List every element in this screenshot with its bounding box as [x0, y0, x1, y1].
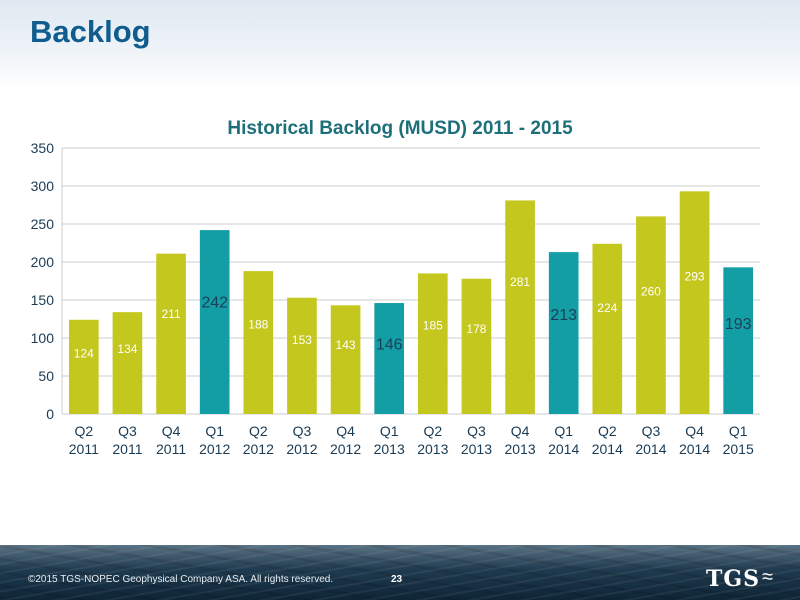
y-tick-label: 50 — [38, 368, 54, 384]
x-tick-label-year: 2011 — [112, 441, 142, 457]
bar — [723, 267, 754, 414]
page-number: 23 — [391, 574, 403, 585]
x-tick-label-year: 2014 — [548, 441, 579, 457]
data-label: 178 — [466, 322, 486, 336]
x-tick-label-year: 2015 — [723, 441, 754, 457]
x-tick-label-year: 2014 — [679, 441, 710, 457]
data-label: 185 — [423, 319, 443, 333]
seismic-wave-icon: ≈ — [762, 565, 774, 588]
x-tick-label-quarter: Q2 — [423, 423, 442, 439]
data-label: 211 — [161, 307, 180, 321]
data-label: 146 — [376, 337, 403, 354]
x-tick-label-quarter: Q4 — [162, 423, 181, 439]
x-tick-label-quarter: Q1 — [380, 423, 399, 439]
x-tick-label-year: 2014 — [592, 441, 623, 457]
y-tick-label: 0 — [46, 406, 54, 422]
data-label: 242 — [201, 294, 228, 311]
data-label: 281 — [510, 275, 530, 289]
x-tick-label-quarter: Q3 — [293, 423, 312, 439]
bar — [156, 253, 186, 414]
data-label: 213 — [550, 307, 577, 324]
x-tick-label-year: 2011 — [156, 441, 186, 457]
bar — [461, 278, 492, 414]
x-tick-label-quarter: Q1 — [205, 423, 224, 439]
x-tick-label-quarter: Q4 — [336, 423, 355, 439]
x-tick-label-quarter: Q3 — [467, 423, 486, 439]
bar — [243, 271, 274, 414]
x-tick-label-year: 2012 — [330, 441, 361, 457]
page-title: Backlog — [30, 14, 151, 49]
bar — [68, 319, 99, 414]
x-tick-label-quarter: Q3 — [118, 423, 137, 439]
x-tick-label-year: 2012 — [243, 441, 274, 457]
x-tick-label-quarter: Q2 — [598, 423, 617, 439]
x-tick-label-year: 2011 — [69, 441, 99, 457]
y-tick-label: 350 — [31, 140, 55, 156]
x-tick-label-year: 2013 — [504, 441, 535, 457]
footer-band — [0, 545, 800, 600]
bar — [548, 252, 579, 414]
x-tick-label-year: 2012 — [199, 441, 230, 457]
chart-title: Historical Backlog (MUSD) 2011 - 2015 — [227, 118, 573, 139]
data-label: 188 — [248, 317, 268, 331]
data-label: 134 — [117, 342, 137, 356]
bar — [505, 200, 535, 414]
data-label: 260 — [641, 284, 661, 298]
data-label: 153 — [292, 333, 312, 347]
data-label: 124 — [74, 346, 94, 360]
x-tick-label-year: 2013 — [461, 441, 492, 457]
x-tick-label-quarter: Q3 — [642, 423, 661, 439]
bar — [287, 297, 317, 414]
data-label: 193 — [725, 316, 752, 333]
y-tick-label: 200 — [31, 254, 55, 270]
y-tick-label: 250 — [31, 216, 55, 232]
y-tick-label: 300 — [31, 178, 55, 194]
x-tick-label-quarter: Q2 — [74, 423, 93, 439]
bar — [374, 303, 405, 414]
y-tick-label: 150 — [31, 292, 55, 308]
tgs-logo: TGS ≈ — [706, 565, 774, 593]
x-tick-label-quarter: Q1 — [554, 423, 573, 439]
data-label: 293 — [685, 269, 705, 283]
x-tick-label-quarter: Q2 — [249, 423, 268, 439]
copyright-text: ©2015 TGS-NOPEC Geophysical Company ASA.… — [28, 574, 334, 585]
header-band — [0, 0, 800, 90]
bar — [636, 216, 666, 414]
bar — [112, 312, 143, 414]
x-tick-label-quarter: Q4 — [511, 423, 530, 439]
bar-chart: 0 50 100 150 200 250 300 350 124 Q2 2011 134 Q3 2011 2… — [31, 140, 760, 457]
bar — [417, 273, 448, 414]
logo-text: TGS — [706, 566, 761, 592]
x-tick-label-year: 2014 — [635, 441, 666, 457]
bar — [330, 305, 361, 414]
bar — [679, 191, 710, 414]
data-label: 224 — [597, 301, 617, 315]
data-label: 143 — [336, 338, 356, 352]
bar — [199, 230, 230, 414]
x-tick-label-year: 2012 — [286, 441, 317, 457]
x-tick-label-quarter: Q4 — [685, 423, 704, 439]
bar — [592, 243, 623, 414]
x-tick-label-year: 2013 — [374, 441, 405, 457]
y-tick-label: 100 — [31, 330, 55, 346]
x-tick-label-year: 2013 — [417, 441, 448, 457]
x-tick-label-quarter: Q1 — [729, 423, 748, 439]
